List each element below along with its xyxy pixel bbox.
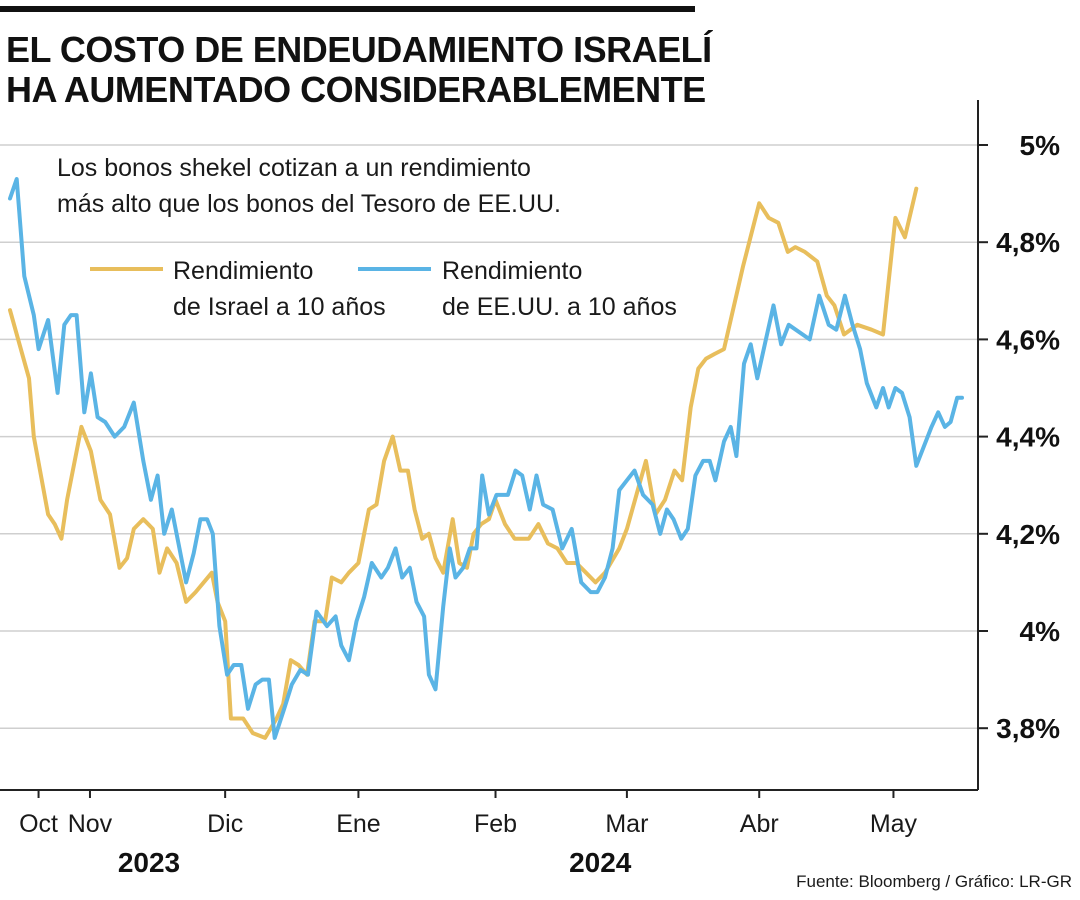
source-note: Fuente: Bloomberg / Gráfico: LR-GR [796, 872, 1072, 891]
title-line-2: HA AUMENTADO CONSIDERABLEMENTE [6, 69, 706, 110]
x-tick-label: May [870, 810, 918, 838]
legend-label-israel-line2: de Israel a 10 años [173, 293, 386, 321]
y-tick-label: 5% [1020, 130, 1061, 161]
year-label: 2024 [569, 847, 632, 878]
year-labels: 2023 2024 [118, 847, 632, 878]
x-tick-label: Feb [474, 810, 517, 838]
subtitle-line-2: más alto que los bonos del Tesoro de EE.… [57, 190, 561, 218]
axes [0, 100, 979, 791]
chart-title: EL COSTO DE ENDEUDAMIENTO ISRAELÍ HA AUM… [6, 30, 712, 110]
year-label: 2023 [118, 847, 180, 878]
legend-label-us-line1: Rendimiento [442, 257, 582, 285]
y-tick-label: 4,8% [996, 227, 1060, 258]
series-line-israel [8, 186, 919, 740]
x-tick-label: Ene [336, 810, 380, 838]
x-tick-label: Mar [605, 810, 648, 838]
x-tick-label: Nov [68, 810, 113, 838]
top-rule [0, 6, 695, 12]
series-line-us [8, 177, 964, 740]
y-tick-label: 4,6% [996, 324, 1060, 355]
y-tick-label: 4% [1020, 616, 1061, 647]
y-tick-label: 4,4% [996, 422, 1060, 453]
x-tick-label: Abr [740, 810, 779, 838]
y-tick-label: 3,8% [996, 713, 1060, 744]
x-tick-label: Oct [19, 810, 58, 838]
subtitle-line-1: Los bonos shekel cotizan a un rendimient… [57, 154, 531, 182]
y-axis-ticks: 5% 4,8% 4,6% 4,4% 4,2% 4% 3,8% [978, 130, 1060, 744]
y-tick-label: 4,2% [996, 519, 1060, 550]
legend-label-israel-line1: Rendimiento [173, 257, 313, 285]
gridlines [0, 144, 978, 729]
series-lines [8, 177, 964, 740]
title-line-1: EL COSTO DE ENDEUDAMIENTO ISRAELÍ [6, 29, 712, 70]
legend-label-us-line2: de EE.UU. a 10 años [442, 293, 677, 321]
x-axis-ticks: Oct Nov Dic Ene Feb Mar Abr May [19, 790, 918, 838]
legend: Rendimiento de Israel a 10 años Rendimie… [90, 257, 677, 321]
x-tick-label: Dic [207, 810, 243, 838]
